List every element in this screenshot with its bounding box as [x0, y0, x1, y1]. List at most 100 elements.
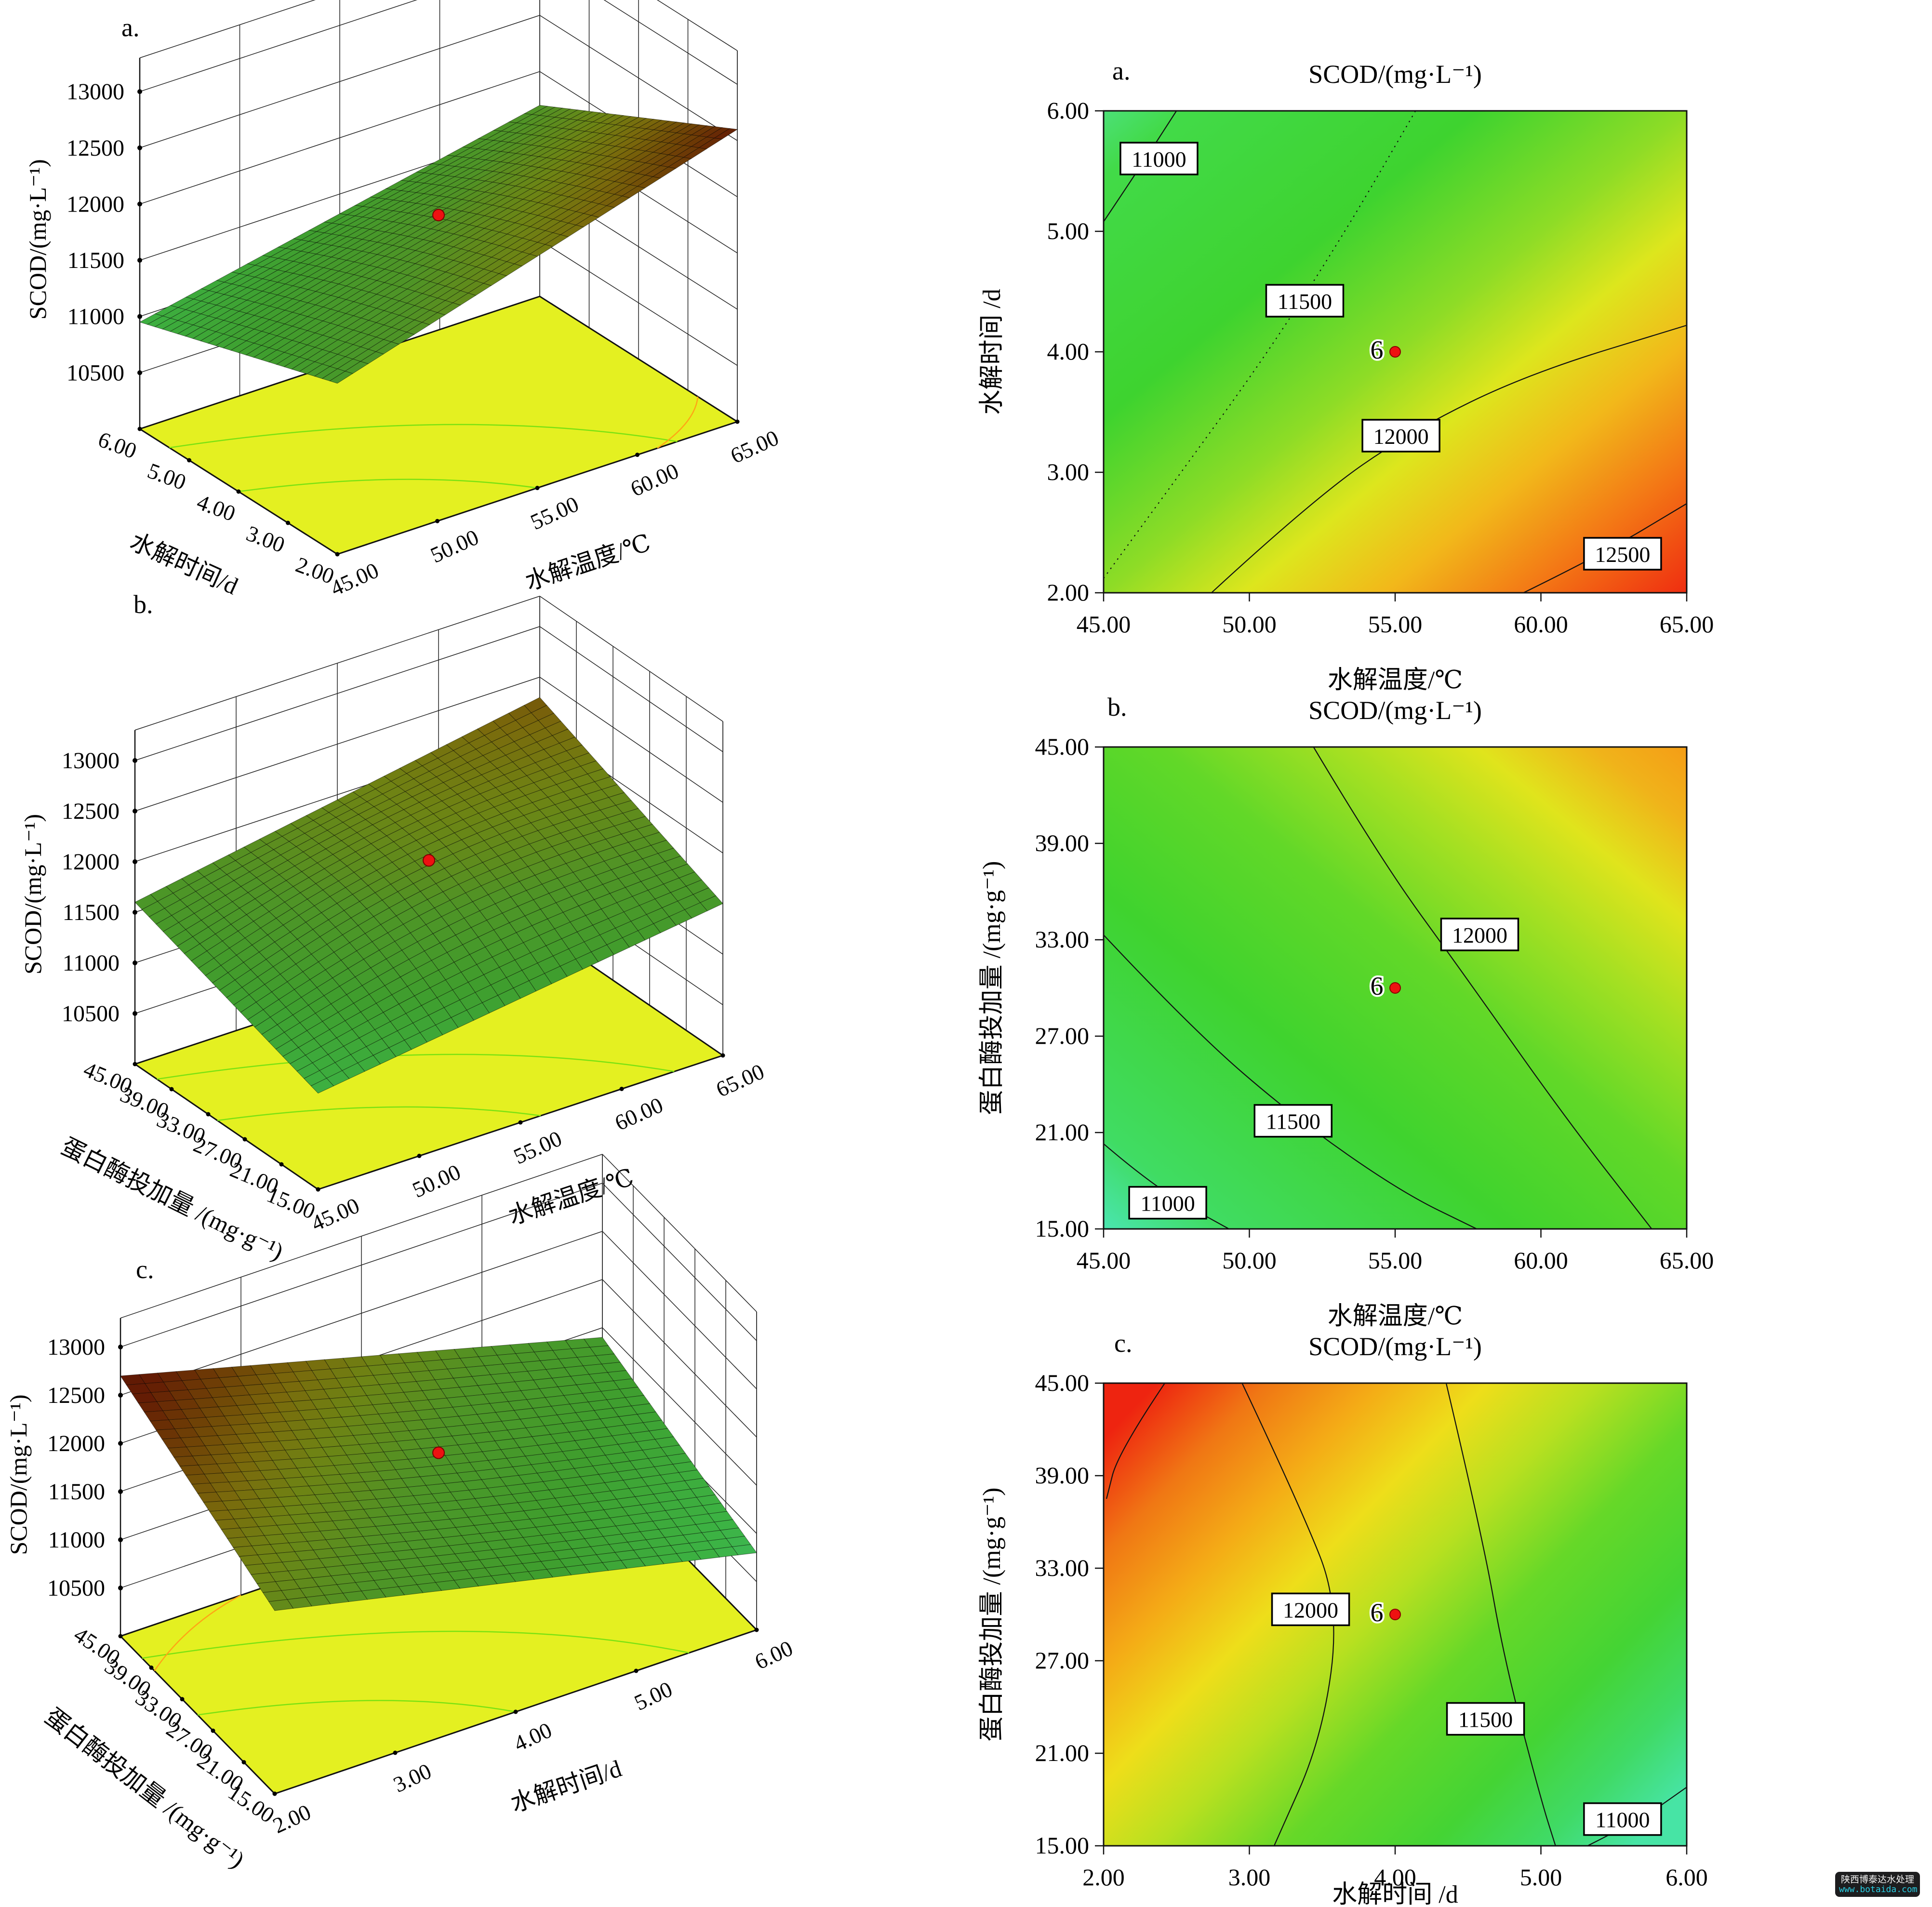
tick-dot: [180, 1697, 185, 1702]
x-tick-label: 65.00: [1660, 1247, 1714, 1274]
a-contour: 11000 11500 12000 12500 45.00 50.00 55.00 60.00…: [978, 56, 1714, 694]
x-tick-label: 5.00: [145, 458, 189, 495]
y-tick-label: 39.00: [1035, 1462, 1090, 1489]
panel-letter: b.: [133, 590, 153, 619]
tick-dot: [133, 1062, 137, 1067]
wall-hline: [139, 0, 316, 58]
z-tick-label: 13000: [47, 1334, 105, 1360]
y-tick-label: 65.00: [712, 1059, 768, 1102]
x-tick-label: 3.00: [1228, 1864, 1271, 1891]
y-axis-title: 水解时间/d: [507, 1755, 625, 1817]
z-tick-label: 12000: [47, 1431, 105, 1456]
contour-label: 11500: [1266, 1109, 1320, 1134]
panel-letter: a.: [121, 13, 139, 42]
tick-dot: [241, 1760, 246, 1765]
contour-label-box: [1128, 1186, 1207, 1220]
tick-dot: [137, 427, 142, 431]
surface-mesh: [120, 1337, 757, 1611]
x-tick-label: 65.00: [1660, 611, 1714, 638]
contour-label: 11000: [1132, 147, 1186, 172]
b-surface: 13000 12500 12000 11500 11000 10500 SCOD/(mg·L…: [19, 590, 768, 1265]
ticks: [1095, 746, 1688, 1238]
tick-dot: [619, 1087, 624, 1091]
z-tick: [137, 145, 142, 150]
z-axis-title: SCOD/(mg·L⁻¹): [5, 1394, 32, 1555]
contour-label: 11000: [1595, 1808, 1650, 1832]
y-tick-label: 15.00: [1035, 1832, 1090, 1859]
y-tick-label: 4.00: [1047, 338, 1090, 365]
contour-label-box: [1119, 142, 1199, 175]
panel-letter: c.: [1114, 1329, 1132, 1358]
wall-hline: [539, 677, 723, 803]
contour-label: 12000: [1283, 1598, 1338, 1622]
tick-dot: [417, 1154, 422, 1158]
tick-dot: [286, 520, 290, 525]
contour-label-box: [1583, 537, 1662, 571]
y-tick-label: 5.00: [1047, 217, 1090, 244]
plot-title: SCOD/(mg·L⁻¹): [1308, 60, 1482, 89]
y-tick-label: 65.00: [727, 425, 782, 468]
floor-contour: [169, 424, 678, 449]
z-tick: [118, 1441, 123, 1446]
x-tick-label: 50.00: [1222, 611, 1277, 638]
z-tick: [133, 758, 137, 763]
z-tick: [137, 314, 142, 319]
y-tick-label: 5.00: [630, 1677, 676, 1715]
z-tick: [137, 201, 142, 207]
z-tick-label: 12500: [67, 135, 124, 161]
mesh-cell: [329, 371, 353, 384]
tick-dot: [187, 458, 191, 463]
watermark-url: www.botaida.com: [1839, 1884, 1918, 1895]
contour-label-box: [1271, 1592, 1350, 1627]
tick-dot: [735, 419, 740, 424]
z-tick-label: 11500: [48, 1479, 105, 1505]
z-tick-label: 11500: [67, 248, 124, 273]
panel-letter: b.: [1107, 693, 1127, 721]
z-axis: 13000 12500 12000 11500 11000 10500 SCOD/(mg·L…: [24, 58, 142, 429]
y-tick-label: 60.00: [611, 1093, 666, 1135]
tick-dot: [316, 1187, 320, 1192]
contour-label-box: [1583, 1802, 1662, 1836]
ticks: [1095, 110, 1688, 601]
z-tick: [118, 1586, 123, 1590]
y-axis-title: 蛋白酶投加量 /(mg·g⁻¹): [978, 1488, 1006, 1742]
y-tick-label: 27.00: [1035, 1022, 1090, 1049]
tick-dot: [535, 486, 540, 490]
contour-label: 11500: [1278, 289, 1332, 314]
y-tick-label: 2.00: [1047, 579, 1090, 606]
y-axis-title: 水解温度/℃: [522, 529, 654, 595]
x-axis-title: 蛋白酶投加量 /(mg·g⁻¹): [57, 1133, 288, 1265]
x-axis-title: 水解温度/℃: [1328, 1303, 1463, 1330]
c-surface: 13000 12500 12000 11500 11000 10500 SCOD/(mg·L…: [5, 1154, 797, 1873]
contour-label-box: [1446, 1702, 1525, 1736]
tick-dot: [149, 1665, 154, 1670]
x-tick-label: 50.00: [1222, 1247, 1277, 1274]
contour-label: 11500: [1458, 1707, 1513, 1732]
tick-dot: [634, 1668, 639, 1673]
floor-contour: [657, 396, 699, 449]
design-point: [432, 209, 445, 222]
contour-label-box: [1440, 918, 1519, 951]
y-tick-label: 33.00: [1035, 1554, 1090, 1581]
design-point: [1389, 982, 1401, 994]
floor-contour: [154, 1594, 241, 1671]
plot-title: SCOD/(mg·L⁻¹): [1308, 696, 1482, 725]
contour-label-box: [1361, 419, 1440, 453]
tick-dot: [279, 1162, 284, 1167]
x-axis-title: 水解温度/℃: [1328, 667, 1463, 694]
z-tick-label: 12500: [62, 799, 120, 824]
panel-letter: c.: [136, 1255, 154, 1284]
z-tick-label: 11000: [63, 950, 120, 976]
z-tick: [133, 960, 137, 965]
x-tick-label: 60.00: [1514, 611, 1568, 638]
z-tick-label: 12000: [67, 191, 124, 217]
contour-label-box: [1265, 284, 1345, 318]
x-tick-label: 6.00: [1666, 1864, 1708, 1891]
y-tick-label: 6.00: [751, 1636, 796, 1674]
contour-line: [1106, 1383, 1165, 1499]
surface-mesh: [139, 105, 738, 384]
design-point-label: 6: [1371, 1598, 1384, 1627]
z-tick-label: 11000: [67, 304, 124, 330]
z-axis-title: SCOD/(mg·L⁻¹): [19, 814, 46, 974]
tick-dot: [206, 1112, 211, 1117]
